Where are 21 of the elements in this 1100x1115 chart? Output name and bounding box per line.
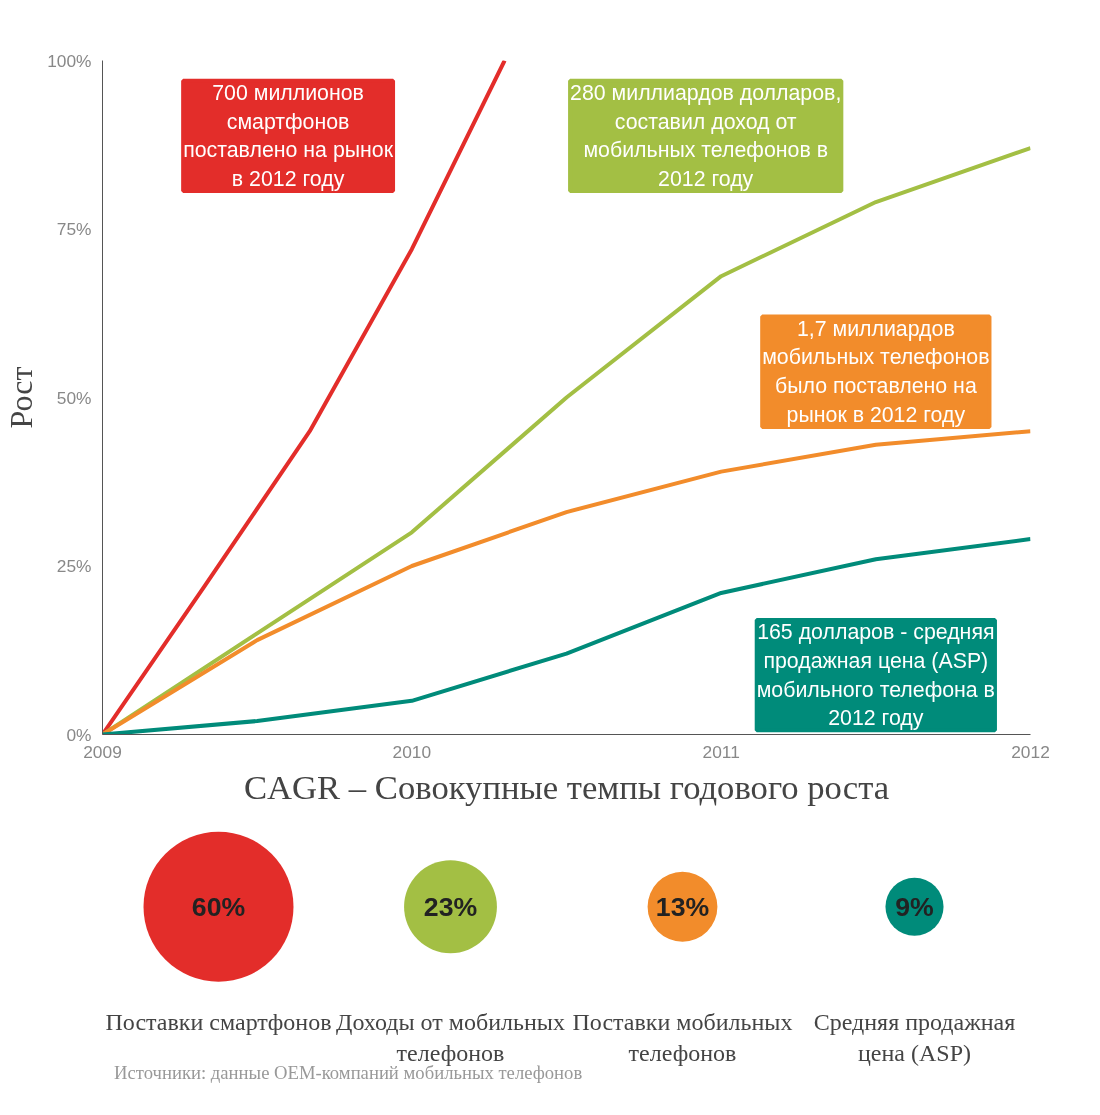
x-tick-label: 2011	[702, 741, 740, 762]
data-label: 9%	[895, 891, 934, 922]
category-label: Доходы от мобильных телефонов	[336, 1008, 565, 1066]
category-label: Поставки смартфонов	[105, 1008, 332, 1035]
data-label: 13%	[655, 891, 710, 922]
x-tick-label: 2012	[1011, 741, 1050, 762]
data-label: 60%	[191, 891, 246, 922]
annotation: 700 миллионов смартфонов поставлено на рынок в 2012 году	[183, 80, 394, 192]
y-axis-title: Рост	[3, 366, 40, 429]
category-label: Средняя продажная цена (ASP)	[813, 1008, 1016, 1066]
text: CAGR – Совокупные темпы годового роста	[243, 767, 890, 806]
annotation: 280 миллиардов долларов, составил доход от мобильных телефонов в 2012 году	[570, 80, 842, 192]
y-tick-label: 50%	[56, 387, 92, 408]
x-tick-label: 2010	[392, 741, 432, 762]
y-tick-label: 75%	[56, 219, 92, 239]
annotation: 1,7 миллиардов мобильных телефонов было поставлено на рынок в 2012 году	[762, 316, 990, 428]
category-label: Поставки мобильных телефонов	[572, 1008, 793, 1066]
y-tick-label: 25%	[56, 556, 92, 576]
annotation: 165 долларов - средняя продажная цена (ASP) мобильного телефона в 2012 году	[756, 619, 995, 731]
y-tick-label: 100%	[47, 50, 92, 71]
data-label: 23%	[423, 891, 478, 922]
